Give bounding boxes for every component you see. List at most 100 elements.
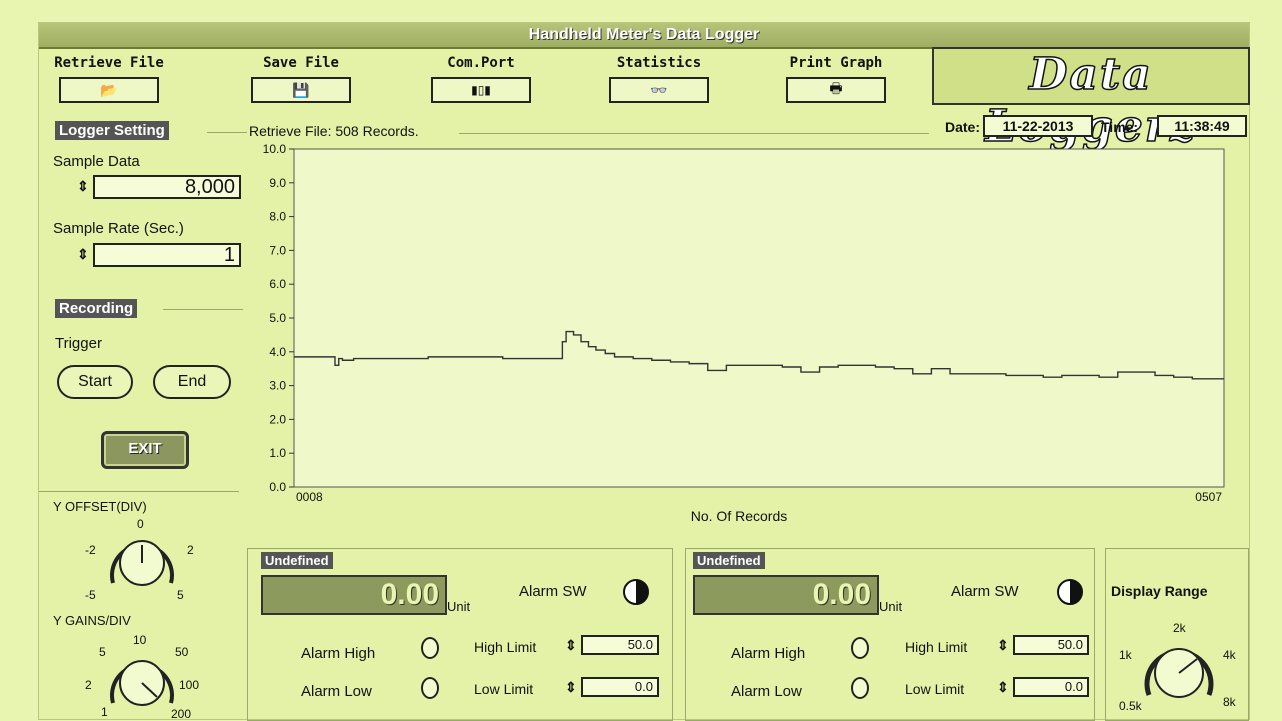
exit-button[interactable]: EXIT	[101, 431, 189, 469]
channel-2-high-limit-label: High Limit	[905, 639, 968, 655]
channel-2-alarm-low-led	[851, 677, 869, 699]
retrieve-file-button[interactable]: 📂	[59, 77, 159, 103]
channel-2-value-display: 0.00	[693, 575, 879, 615]
x-tick-label: 0507	[1195, 490, 1222, 504]
y-gains-tick: 200	[171, 707, 192, 721]
recording-divider	[163, 309, 243, 310]
y-tick-label: 10.0	[263, 142, 287, 156]
channel-2-alarm-high-led	[851, 637, 869, 659]
knob-divider	[39, 491, 239, 492]
channel-2-high-limit-input[interactable]: 50.0	[1013, 635, 1089, 655]
statistics-label: Statistics	[616, 55, 702, 71]
channel-1-high-limit-label: High Limit	[474, 639, 537, 655]
y-tick-label: 3.0	[269, 379, 286, 393]
y-gains-title: Y GAINS/DIV	[53, 613, 131, 628]
channel-1-title: Undefined	[261, 552, 333, 569]
recording-title: Recording	[55, 299, 138, 318]
statistics-button[interactable]: 👓	[609, 77, 709, 103]
y-gains-tick: 100	[179, 678, 200, 692]
x-axis-label: No. Of Records	[691, 508, 787, 524]
channel-1-alarm-low-led	[421, 677, 439, 699]
sample-rate-spinner-icon[interactable]: ⇕	[77, 246, 89, 262]
sample-rate-input[interactable]: 1	[93, 243, 241, 267]
channel-1-low-limit-spinner-icon[interactable]: ⇕	[565, 679, 577, 695]
y-tick-label: 2.0	[269, 412, 286, 426]
channel-1-low-limit-input[interactable]: 0.0	[581, 677, 659, 697]
toolbar-statistics[interactable]: Statistics 👓	[599, 55, 719, 103]
print-graph-label: Print Graph	[789, 55, 883, 71]
y-tick-label: 9.0	[269, 176, 286, 190]
chart-header: Retrieve File: 508 Records.	[249, 123, 419, 139]
floppy-disk-icon: 💾	[292, 81, 310, 98]
channel-1-high-limit-spinner-icon[interactable]: ⇕	[565, 637, 577, 653]
y-offset-title: Y OFFSET(DIV)	[53, 499, 147, 514]
channel-1-high-limit-input[interactable]: 50.0	[581, 635, 659, 655]
retrieve-file-label: Retrieve File	[54, 55, 164, 71]
end-button[interactable]: End	[153, 365, 231, 399]
channel-1-unit: Unit	[447, 599, 471, 614]
channel-2-unit: Unit	[879, 599, 903, 614]
toolbar-com-port[interactable]: Com.Port ▮▯▮	[421, 55, 541, 103]
toolbar-save-file[interactable]: Save File 💾	[241, 55, 361, 103]
channel-2-high-limit-spinner-icon[interactable]: ⇕	[997, 637, 1009, 653]
y-tick-label: 5.0	[269, 311, 286, 325]
y-gains-knob[interactable]	[99, 647, 185, 709]
channel-1-alarm-sw-label: Alarm SW	[519, 583, 587, 600]
plot-area	[293, 148, 1225, 488]
display-range-title: Display Range	[1111, 583, 1208, 599]
time-field[interactable]: 11:38:49	[1157, 115, 1247, 137]
y-offset-tick: -2	[85, 543, 96, 557]
start-button[interactable]: Start	[57, 365, 133, 399]
channel-2-alarm-low-label: Alarm Low	[731, 683, 802, 700]
print-graph-button[interactable]: 🖶	[786, 77, 886, 103]
y-tick-label: 4.0	[269, 345, 286, 359]
y-offset-tick: 2	[187, 543, 194, 557]
window-title: Handheld Meter's Data Logger	[39, 23, 1249, 49]
channel-1-alarm-switch[interactable]	[623, 579, 649, 605]
date-label: Date:	[945, 119, 981, 135]
channel-2-low-limit-label: Low Limit	[905, 681, 965, 697]
channel-2-alarm-high-label: Alarm High	[731, 645, 806, 662]
save-file-button[interactable]: 💾	[251, 77, 351, 103]
channel-1-alarm-high-label: Alarm High	[301, 645, 376, 662]
channel-2-title: Undefined	[693, 552, 765, 569]
channel-2-alarm-switch[interactable]	[1057, 579, 1083, 605]
y-gains-tick: 10	[133, 633, 147, 647]
channel-1-low-limit-label: Low Limit	[474, 681, 534, 697]
logger-setting-divider	[207, 132, 247, 133]
channel-2-low-limit-input[interactable]: 0.0	[1013, 677, 1089, 697]
display-range-tick: 1k	[1119, 648, 1132, 662]
y-offset-tick: -5	[85, 588, 96, 602]
channel-1-value-display: 0.00	[261, 575, 447, 615]
y-offset-knob[interactable]	[99, 531, 185, 591]
y-offset-tick: 0	[137, 517, 144, 531]
channel-2-low-limit-spinner-icon[interactable]: ⇕	[997, 679, 1009, 695]
y-gains-tick: 1	[101, 705, 108, 719]
sample-data-spinner-icon[interactable]: ⇕	[77, 178, 89, 194]
com-port-label: Com.Port	[447, 55, 515, 71]
port-icon: ▮▯▮	[471, 83, 491, 97]
line-chart: 0.0 1.0 2.0 3.0 4.0 5.0 6.0 7.0 8.0 9.0 10.0 0008 05…	[263, 142, 1225, 524]
channel-2-alarm-sw-label: Alarm SW	[951, 583, 1019, 600]
channel-1-alarm-low-label: Alarm Low	[301, 683, 372, 700]
chart-header-divider	[459, 133, 929, 134]
sample-data-input[interactable]: 8,000	[93, 175, 241, 199]
app-logo: Data Loggerz	[932, 47, 1250, 153]
sample-rate-label: Sample Rate (Sec.)	[53, 220, 184, 237]
y-gains-tick: 5	[99, 645, 106, 659]
y-tick-label: 0.0	[269, 480, 286, 494]
display-range-tick: 0.5k	[1119, 699, 1142, 713]
y-tick-label: 7.0	[269, 243, 286, 257]
y-tick-label: 1.0	[269, 446, 286, 460]
y-gains-tick: 2	[85, 678, 92, 692]
display-range-tick: 2k	[1173, 621, 1186, 635]
printer-icon: 🖶	[829, 80, 843, 96]
com-port-button[interactable]: ▮▯▮	[431, 77, 531, 103]
y-tick-label: 8.0	[269, 210, 286, 224]
display-range-knob[interactable]	[1139, 633, 1219, 703]
date-field[interactable]: 11-22-2013	[983, 115, 1093, 137]
toolbar-print-graph[interactable]: Print Graph 🖶	[776, 55, 896, 103]
series-line	[294, 330, 1224, 380]
sample-data-label: Sample Data	[53, 153, 140, 170]
toolbar-retrieve-file[interactable]: Retrieve File 📂	[49, 55, 169, 103]
